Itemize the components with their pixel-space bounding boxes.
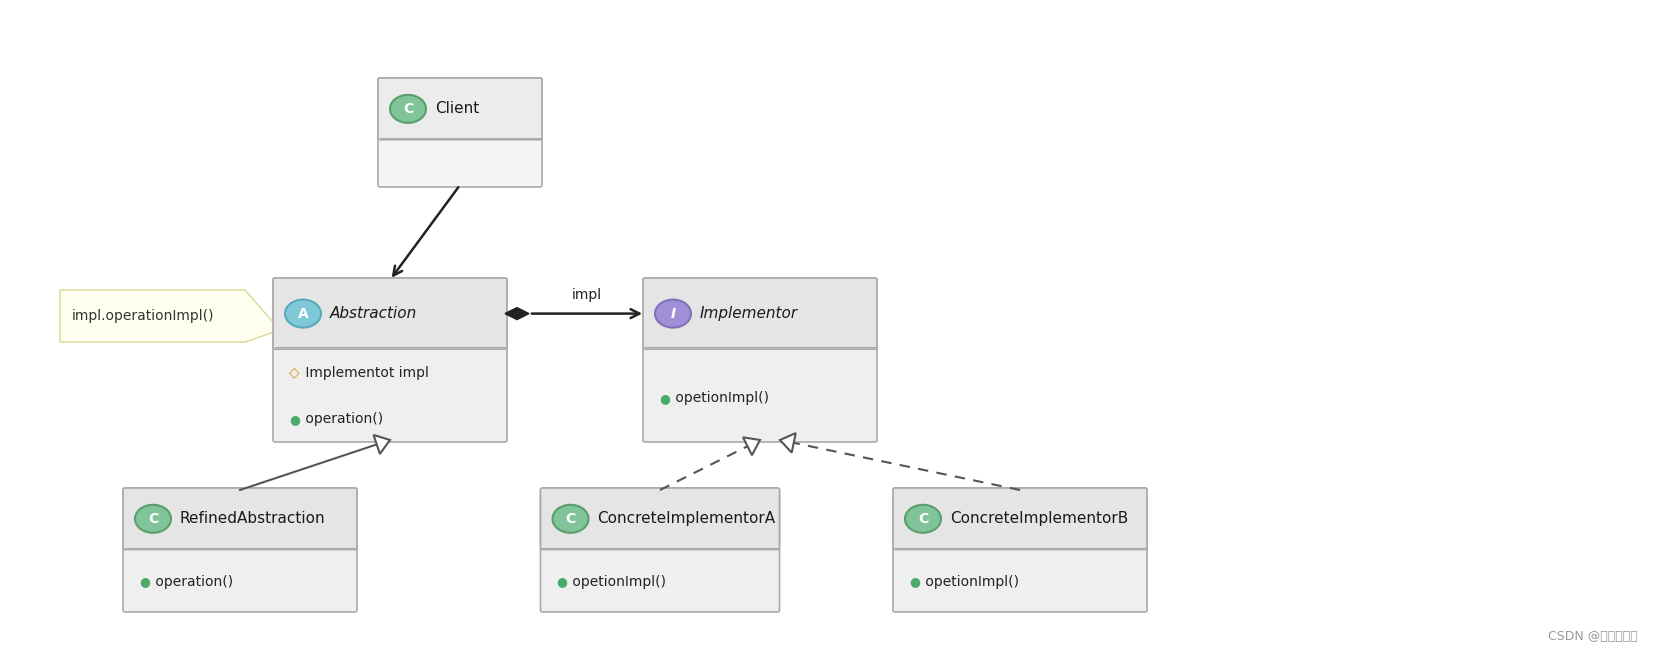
Ellipse shape [655, 299, 691, 328]
Text: ●: ● [658, 392, 669, 405]
Polygon shape [742, 438, 759, 455]
FancyBboxPatch shape [643, 278, 877, 442]
Polygon shape [60, 290, 280, 342]
FancyBboxPatch shape [540, 488, 779, 612]
Text: CSDN @程序员三木: CSDN @程序员三木 [1548, 630, 1637, 643]
Text: Abstraction: Abstraction [330, 306, 418, 321]
Text: C: C [403, 102, 413, 116]
Ellipse shape [134, 505, 171, 533]
Ellipse shape [389, 95, 426, 123]
Text: impl.operationImpl(): impl.operationImpl() [71, 309, 214, 323]
Text: RefinedAbstraction: RefinedAbstraction [181, 511, 325, 526]
Text: C: C [565, 512, 575, 526]
FancyBboxPatch shape [273, 278, 507, 349]
Text: operation(): operation() [151, 575, 234, 589]
Text: Implementor: Implementor [699, 306, 797, 321]
Ellipse shape [905, 505, 941, 533]
Text: A: A [298, 307, 308, 320]
Polygon shape [373, 435, 389, 454]
Text: ●: ● [557, 575, 567, 588]
FancyBboxPatch shape [123, 488, 356, 612]
Polygon shape [779, 433, 795, 453]
Text: ◇: ◇ [288, 366, 300, 380]
Text: Implementot impl: Implementot impl [302, 366, 429, 380]
Text: C: C [918, 512, 928, 526]
Text: opetionImpl(): opetionImpl() [671, 392, 769, 405]
FancyBboxPatch shape [540, 488, 779, 549]
Text: opetionImpl(): opetionImpl() [920, 575, 1019, 589]
FancyBboxPatch shape [378, 78, 542, 139]
Text: ConcreteImplementorB: ConcreteImplementorB [949, 511, 1127, 526]
FancyBboxPatch shape [378, 78, 542, 187]
FancyBboxPatch shape [273, 278, 507, 442]
Text: ConcreteImplementorA: ConcreteImplementorA [597, 511, 775, 526]
Polygon shape [505, 307, 529, 320]
Text: ●: ● [139, 575, 149, 588]
FancyBboxPatch shape [643, 278, 877, 349]
Text: I: I [669, 307, 674, 320]
Text: ●: ● [288, 413, 300, 426]
Text: opetionImpl(): opetionImpl() [568, 575, 666, 589]
Ellipse shape [552, 505, 588, 533]
FancyBboxPatch shape [893, 488, 1147, 549]
Text: impl: impl [572, 288, 601, 301]
FancyBboxPatch shape [893, 488, 1147, 612]
Text: C: C [147, 512, 157, 526]
Text: operation(): operation() [302, 412, 383, 426]
Ellipse shape [285, 299, 321, 328]
Text: ●: ● [908, 575, 920, 588]
Text: Client: Client [434, 101, 479, 116]
FancyBboxPatch shape [123, 488, 356, 549]
